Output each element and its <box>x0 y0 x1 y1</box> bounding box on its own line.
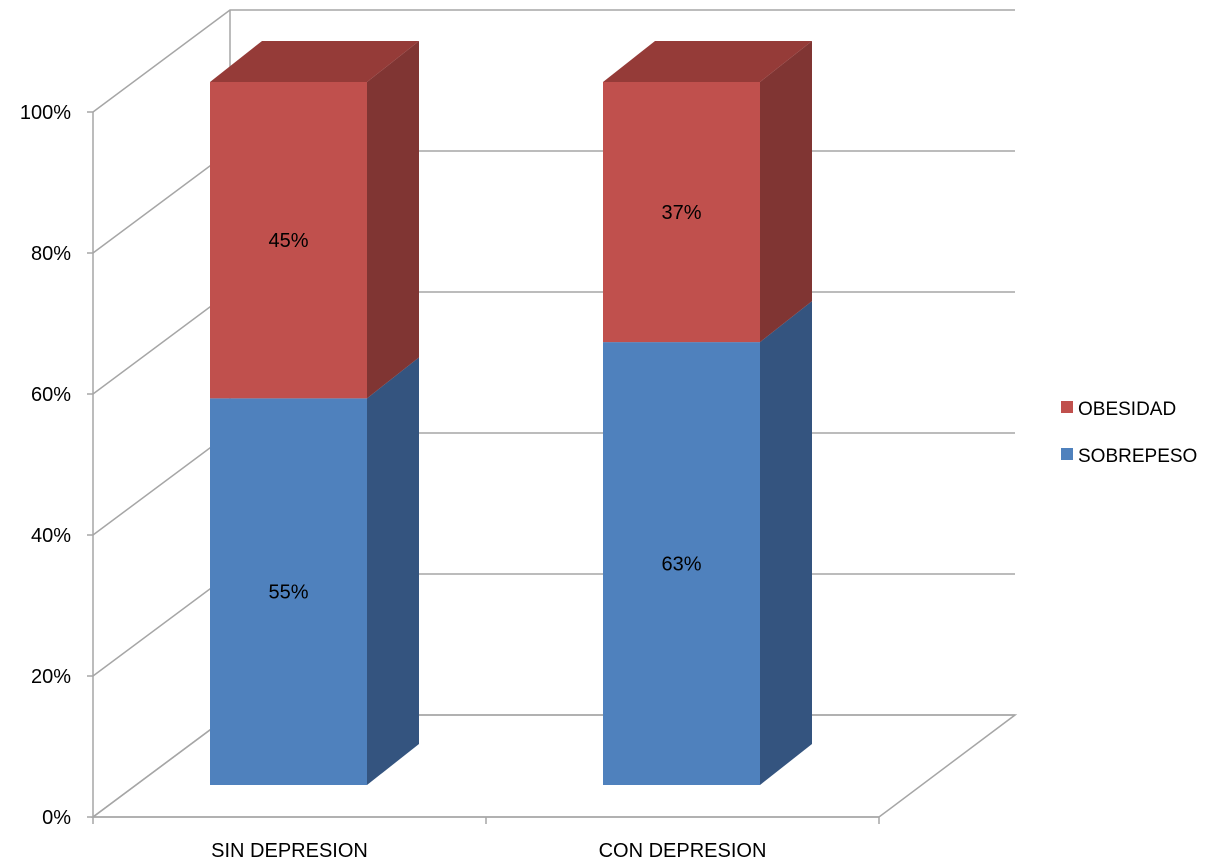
data-label: 55% <box>268 582 308 604</box>
legend: OBESIDAD SOBREPESO <box>1061 399 1197 467</box>
bar-front-face <box>210 82 367 399</box>
bar-segment: 37% <box>603 41 812 343</box>
y-tick-label: 40% <box>31 525 71 547</box>
y-tick-label: 0% <box>42 807 71 829</box>
legend-label: OBESIDAD <box>1078 399 1176 420</box>
legend-item: SOBREPESO <box>1061 446 1197 467</box>
x-tick-label: SIN DEPRESION <box>211 840 368 862</box>
data-label: 45% <box>268 230 308 252</box>
x-tick-label: CON DEPRESION <box>599 840 767 862</box>
y-tick-label: 60% <box>31 384 71 406</box>
y-tick-label: 20% <box>31 666 71 688</box>
bar-segment: 63% <box>603 301 812 785</box>
bar-side-face <box>760 301 812 785</box>
legend-swatch <box>1061 401 1073 413</box>
legend-label: SOBREPESO <box>1078 446 1197 467</box>
bar-front-face <box>603 82 760 343</box>
legend-item: OBESIDAD <box>1061 399 1176 420</box>
data-label: 63% <box>661 554 701 576</box>
y-tick-label: 100% <box>20 102 71 124</box>
bar-top-face <box>603 41 812 82</box>
gridline <box>92 9 1015 113</box>
bar-front-face <box>603 342 760 785</box>
bar-side-face <box>367 41 419 399</box>
bar-side-face <box>367 357 419 785</box>
bar-side-face <box>760 41 812 343</box>
bar-segment: 55% <box>210 357 419 785</box>
bar-top-face <box>210 41 419 82</box>
bar-segment: 45% <box>210 41 419 399</box>
bar-front-face <box>210 398 367 785</box>
axes: 0% 20% 40% 60% 80% 100% SIN DEPRESION CON DEPRE… <box>20 102 880 862</box>
y-tick-label: 80% <box>31 243 71 265</box>
bars: 55% 45% 63% 37% <box>210 41 812 785</box>
legend-swatch <box>1061 448 1073 460</box>
data-label: 37% <box>661 202 701 224</box>
